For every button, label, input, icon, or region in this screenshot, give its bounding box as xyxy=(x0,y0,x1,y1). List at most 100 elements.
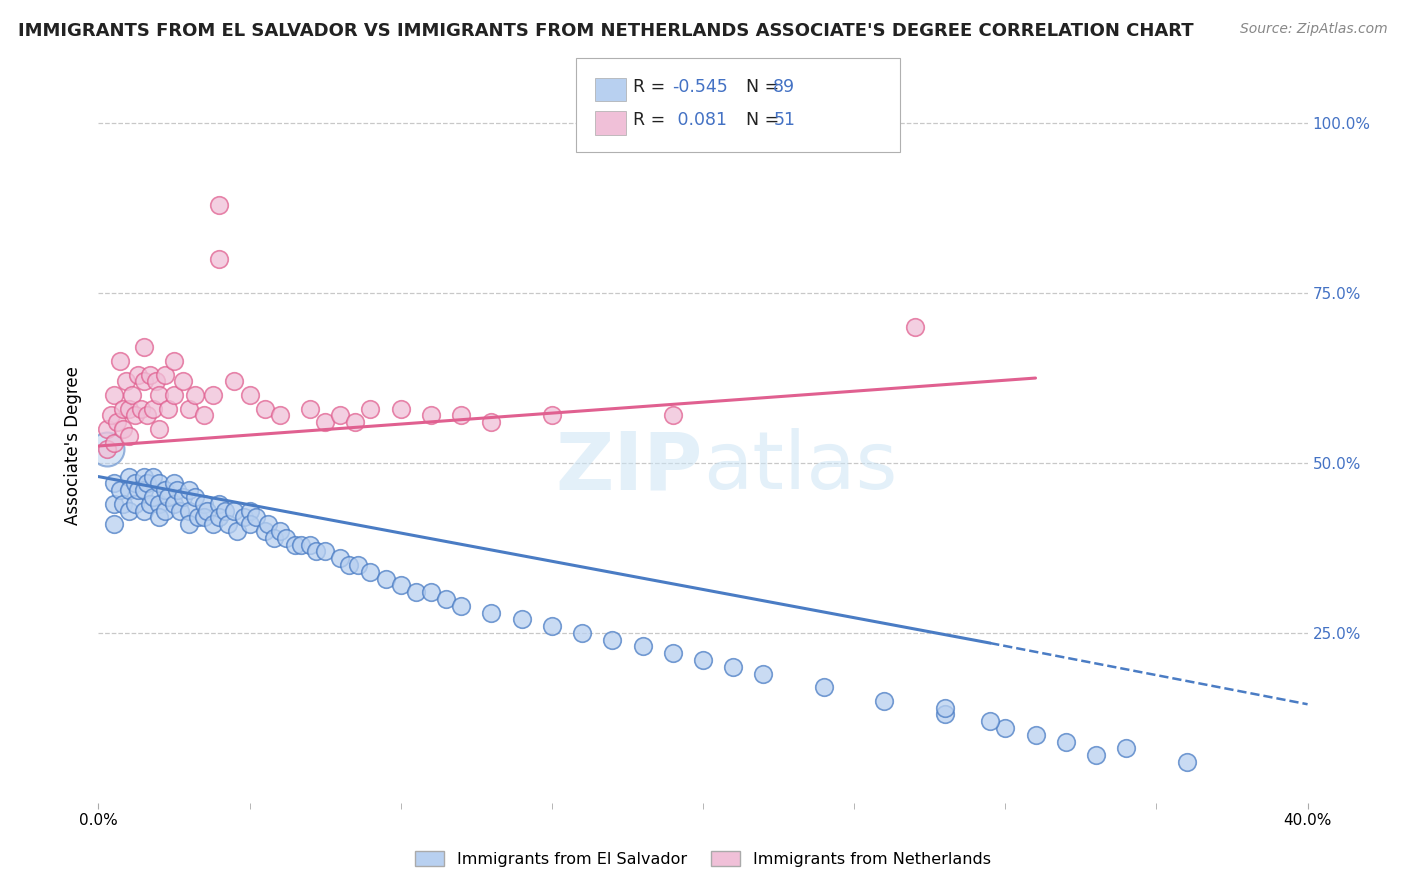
Point xyxy=(202,517,225,532)
Point xyxy=(337,558,360,572)
Point xyxy=(389,401,412,416)
Point xyxy=(135,409,157,423)
Point xyxy=(124,409,146,423)
Point xyxy=(96,422,118,436)
Point xyxy=(132,375,155,389)
Point xyxy=(217,517,239,532)
Point xyxy=(193,409,215,423)
Text: atlas: atlas xyxy=(703,428,897,507)
Point xyxy=(195,503,218,517)
Point xyxy=(226,524,249,538)
Point xyxy=(153,483,176,498)
Point xyxy=(127,483,149,498)
Point xyxy=(873,694,896,708)
Point xyxy=(142,469,165,483)
Point xyxy=(1175,755,1198,769)
Point xyxy=(148,476,170,491)
Point xyxy=(299,537,322,551)
Text: R =: R = xyxy=(633,78,671,95)
Point xyxy=(208,198,231,212)
Point xyxy=(510,612,533,626)
Text: ZIP: ZIP xyxy=(555,428,703,507)
Point xyxy=(142,490,165,504)
Point xyxy=(450,409,472,423)
Point xyxy=(420,585,443,599)
Point xyxy=(114,375,136,389)
Point xyxy=(434,591,457,606)
Point xyxy=(103,517,125,532)
Text: 89: 89 xyxy=(773,78,796,95)
Point xyxy=(179,483,201,498)
Point xyxy=(269,409,291,423)
Point xyxy=(661,409,683,423)
Point xyxy=(96,442,118,457)
Legend: Immigrants from El Salvador, Immigrants from Netherlands: Immigrants from El Salvador, Immigrants … xyxy=(409,845,997,873)
Point xyxy=(450,599,472,613)
Point xyxy=(253,524,276,538)
Point xyxy=(103,388,125,402)
Point xyxy=(127,368,149,382)
Point xyxy=(135,476,157,491)
Point xyxy=(329,409,352,423)
Point xyxy=(305,544,328,558)
Point xyxy=(1115,741,1137,756)
Point xyxy=(571,626,593,640)
Point xyxy=(118,401,141,416)
Point xyxy=(118,469,141,483)
Point xyxy=(692,653,714,667)
Point xyxy=(274,531,297,545)
Point xyxy=(187,510,209,524)
Point xyxy=(284,537,307,551)
Point xyxy=(481,415,503,429)
Point xyxy=(118,483,141,498)
Y-axis label: Associate's Degree: Associate's Degree xyxy=(65,367,83,525)
Point xyxy=(389,578,412,592)
Point xyxy=(540,409,562,423)
Point xyxy=(124,497,146,511)
Point xyxy=(245,510,267,524)
Point xyxy=(360,565,382,579)
Point xyxy=(934,700,956,714)
Text: 0.081: 0.081 xyxy=(672,112,727,129)
Point xyxy=(132,483,155,498)
Point xyxy=(239,503,262,517)
Point xyxy=(100,409,122,423)
Point xyxy=(111,497,134,511)
Point xyxy=(420,409,443,423)
Point xyxy=(232,510,254,524)
Point xyxy=(129,401,152,416)
Text: -0.545: -0.545 xyxy=(672,78,728,95)
Point xyxy=(299,401,322,416)
Point xyxy=(481,606,503,620)
Point xyxy=(166,483,188,498)
Point xyxy=(124,476,146,491)
Point xyxy=(934,707,956,722)
Point xyxy=(290,537,312,551)
Point xyxy=(256,517,278,532)
Point xyxy=(904,320,927,334)
Point xyxy=(1054,734,1077,748)
Point xyxy=(224,375,246,389)
Point xyxy=(172,490,194,504)
Point xyxy=(163,497,186,511)
Point xyxy=(156,490,179,504)
Point xyxy=(103,435,125,450)
Point xyxy=(360,401,382,416)
Point xyxy=(103,476,125,491)
Point xyxy=(314,544,336,558)
Point xyxy=(202,388,225,402)
Point xyxy=(148,497,170,511)
Point xyxy=(263,531,285,545)
Point xyxy=(153,503,176,517)
Point xyxy=(111,422,134,436)
Point xyxy=(239,517,262,532)
Point xyxy=(105,415,128,429)
Point xyxy=(1085,748,1108,763)
Point xyxy=(540,619,562,633)
Point xyxy=(329,551,352,566)
Point xyxy=(994,721,1017,735)
Point xyxy=(979,714,1001,729)
Point xyxy=(374,572,396,586)
Point xyxy=(156,401,179,416)
Point xyxy=(118,429,141,443)
